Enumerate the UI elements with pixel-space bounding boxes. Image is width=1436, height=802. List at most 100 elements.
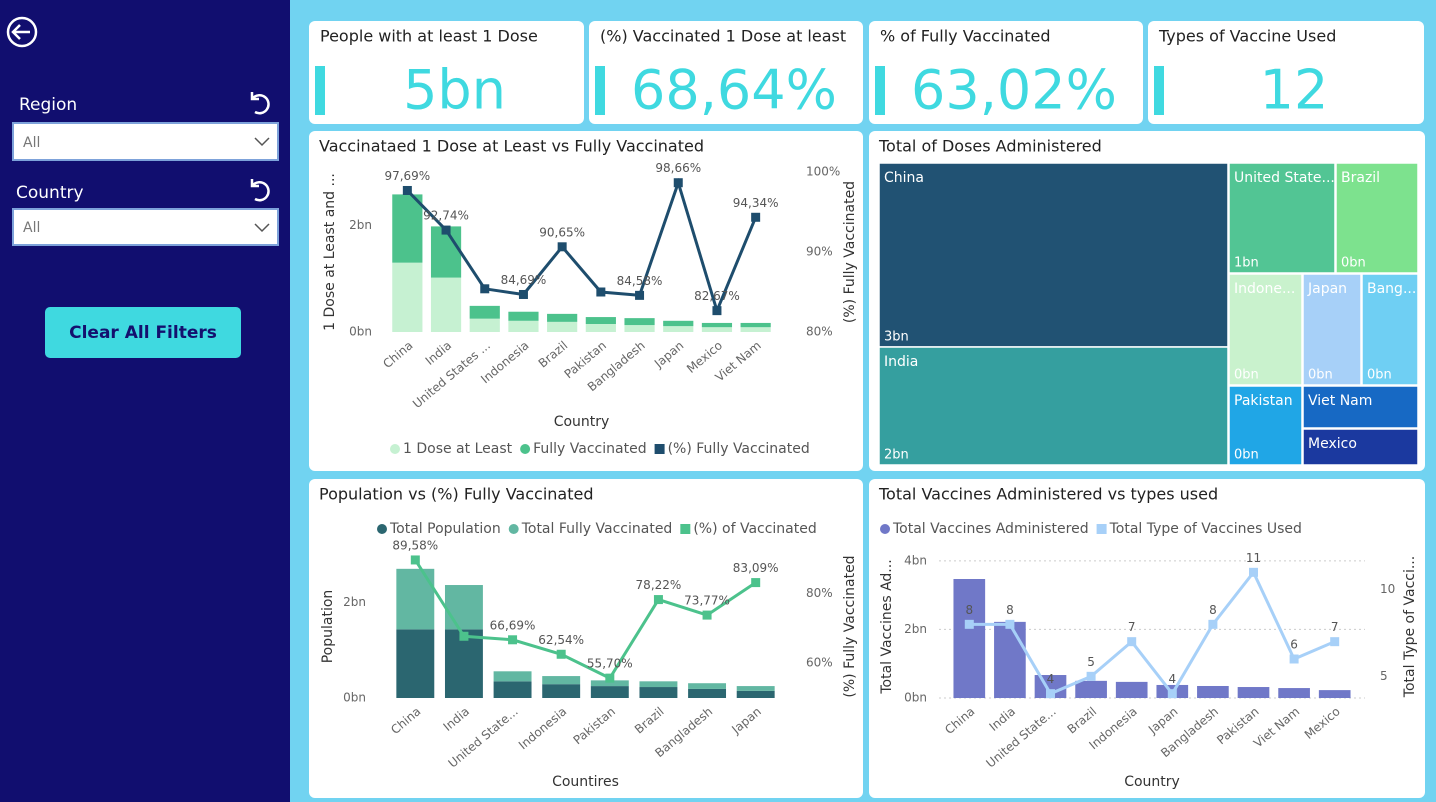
- y-axis-label: 1 Dose at Least and ...: [322, 173, 338, 331]
- bar: [701, 322, 733, 328]
- bar: [590, 680, 629, 687]
- filter-label: Region: [19, 95, 77, 115]
- data-label: 83,09%: [733, 561, 779, 575]
- tile-value: 0bn: [1234, 448, 1259, 463]
- y2-tick-label: 10: [1380, 582, 1395, 596]
- bar: [444, 629, 483, 698]
- x-axis-label: Countires: [552, 774, 619, 790]
- bar: [508, 320, 539, 332]
- y2-axis-label: Total Type of Vacci...: [1402, 556, 1418, 698]
- tile-label: Viet Nam: [1308, 393, 1372, 409]
- reset-icon[interactable]: [250, 179, 270, 202]
- bar: [590, 686, 629, 698]
- bar: [994, 621, 1026, 698]
- back-button[interactable]: [6, 16, 38, 48]
- bar: [585, 324, 616, 332]
- kpi-title: People with at least 1 Dose: [320, 27, 538, 46]
- line-marker: [751, 578, 761, 588]
- kpi-accent: [875, 66, 885, 115]
- tile-value: 1bn: [1234, 256, 1259, 271]
- kpi-accent: [315, 66, 325, 115]
- line-marker: [712, 306, 722, 316]
- bar: [430, 226, 462, 278]
- chart-title: Total Vaccines Administered vs types use…: [878, 485, 1218, 504]
- data-label: 6: [1290, 638, 1298, 652]
- tile-value: 0bn: [1308, 368, 1333, 383]
- line-marker: [1005, 619, 1015, 629]
- line: [414, 559, 757, 681]
- y-tick-label: 2bn: [343, 595, 366, 609]
- legend-label: (%) Fully Vaccinated: [668, 441, 810, 457]
- dropdown[interactable]: [12, 208, 279, 246]
- treemap-tile: [1361, 273, 1419, 386]
- bar: [688, 688, 727, 698]
- line-marker: [751, 212, 761, 222]
- chart-title: Total of Doses Administered: [878, 137, 1102, 156]
- bar: [688, 683, 727, 689]
- line-marker: [557, 242, 567, 252]
- data-label: 5: [1087, 655, 1095, 669]
- clear-button-label[interactable]: Clear All Filters: [69, 323, 217, 343]
- treemap-tile: [878, 162, 1229, 348]
- tile-label: Pakistan: [1234, 393, 1293, 409]
- treemap-tile: [1228, 273, 1303, 386]
- bar: [1075, 680, 1107, 698]
- y-tick-label: 0bn: [343, 691, 366, 705]
- chart-title: Vaccinataed 1 Dose at Least vs Fully Vac…: [319, 137, 704, 156]
- tile-label: United State...: [1234, 170, 1335, 186]
- legend-marker: [520, 444, 531, 454]
- y-axis-label: Population: [320, 590, 336, 664]
- line-marker: [441, 225, 451, 235]
- bar: [469, 318, 500, 332]
- y2-tick-label: 80%: [806, 325, 833, 339]
- tile-label: Bang...: [1367, 281, 1416, 297]
- dropdown[interactable]: [12, 122, 279, 161]
- reset-icon[interactable]: [250, 92, 270, 115]
- kpi-title: % of Fully Vaccinated: [880, 27, 1050, 46]
- data-label: 7: [1331, 620, 1339, 634]
- bar: [663, 320, 694, 327]
- line-marker: [1289, 654, 1299, 664]
- line-marker: [673, 178, 683, 188]
- data-label: 84,69%: [501, 273, 547, 287]
- data-label: 78,22%: [636, 578, 682, 592]
- bar: [639, 681, 678, 688]
- kpi-accent: [595, 66, 605, 115]
- bar: [1318, 690, 1351, 698]
- y-tick-label: 2bn: [904, 622, 927, 636]
- sidebar: [0, 0, 290, 802]
- legend-marker: [880, 524, 890, 534]
- bar: [639, 687, 678, 698]
- clear-button[interactable]: [45, 307, 241, 358]
- line-marker: [635, 290, 645, 300]
- line-marker: [1330, 637, 1340, 647]
- data-label: 89,58%: [392, 538, 438, 552]
- bar: [547, 313, 578, 322]
- line-marker: [596, 287, 606, 297]
- legend-marker: [390, 444, 400, 454]
- bar: [740, 322, 771, 328]
- bar: [469, 305, 500, 319]
- line-marker: [410, 555, 420, 565]
- kpi-value: 63,02%: [911, 59, 1117, 122]
- data-label: 92,74%: [423, 209, 469, 223]
- line-marker: [1046, 689, 1055, 699]
- bar: [493, 681, 532, 698]
- y2-axis-label: (%) Fully Vaccinated: [842, 181, 858, 323]
- bar: [493, 671, 532, 682]
- line-marker: [653, 595, 663, 605]
- data-label: 90,65%: [539, 225, 585, 239]
- legend-label: Fully Vaccinated: [533, 441, 646, 457]
- tile-value: 2bn: [884, 448, 909, 463]
- kpi-card: [589, 21, 863, 124]
- treemap-tile: [1228, 385, 1303, 466]
- chart-card: [869, 479, 1425, 798]
- treemap-tile: [1302, 428, 1419, 466]
- bar: [430, 277, 462, 332]
- dropdown-value: All: [23, 220, 40, 236]
- bar: [740, 327, 771, 332]
- y2-tick-label: 100%: [806, 165, 840, 179]
- legend-label: Total Vaccines Administered: [892, 521, 1089, 537]
- treemap-tile: [1228, 162, 1336, 274]
